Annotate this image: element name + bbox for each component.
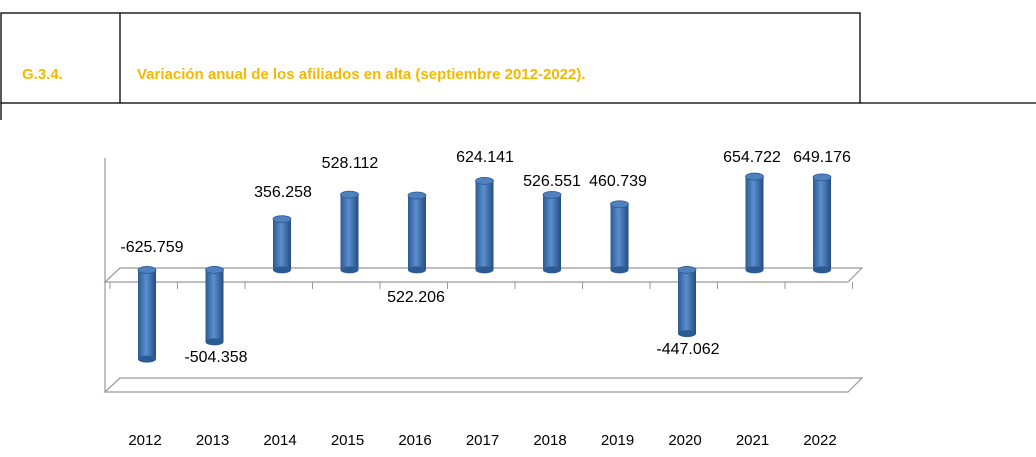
value-label: -625.759 — [120, 239, 183, 256]
bar — [475, 180, 494, 270]
header-table — [0, 12, 1036, 120]
figure-code: G.3.4. — [22, 66, 63, 83]
x-tick-label: 2017 — [466, 432, 499, 449]
bar-cap — [542, 190, 562, 199]
x-tick-label: 2019 — [601, 432, 634, 449]
x-tick-label: 2021 — [736, 432, 769, 449]
x-tick-label: 2014 — [263, 432, 296, 449]
bar-cap — [407, 191, 427, 200]
value-label: 528.112 — [322, 155, 379, 172]
bar-cap — [137, 266, 157, 274]
x-tick-label: 2020 — [668, 432, 701, 449]
bar — [205, 269, 224, 342]
x-tick-label: 2022 — [803, 432, 836, 449]
bar-cap — [610, 266, 629, 274]
bar-cap — [475, 266, 494, 274]
bar-cap — [812, 173, 832, 182]
bar-cap — [205, 338, 224, 346]
value-label: 522.206 — [387, 289, 445, 306]
bar — [813, 177, 831, 270]
value-label: 649.176 — [793, 149, 851, 166]
bar-cap — [745, 172, 764, 181]
x-tick-label: 2012 — [128, 432, 161, 449]
figure-title: Variación anual de los afiliados en alta… — [137, 66, 586, 83]
bar-cap — [677, 266, 697, 274]
bar-cap — [543, 266, 561, 274]
bar — [340, 194, 359, 270]
bar-cap — [745, 266, 764, 274]
bar-cap — [138, 355, 156, 363]
bar-cap — [272, 215, 292, 224]
x-tick-label: 2013 — [196, 432, 229, 449]
x-tick-label: 2018 — [533, 432, 566, 449]
bar — [745, 176, 764, 270]
bar-cap — [475, 177, 494, 185]
value-label: 624.141 — [456, 149, 514, 166]
bar — [678, 269, 696, 334]
x-tick-label: 2015 — [331, 432, 364, 449]
bar-cap — [408, 266, 426, 274]
bar-cap — [273, 266, 291, 274]
bar — [408, 195, 426, 270]
bar-cap — [610, 200, 629, 209]
value-label: 356.258 — [254, 184, 312, 201]
bar-cap — [340, 266, 359, 274]
bar-cap — [340, 190, 359, 199]
value-label: 460.739 — [589, 173, 647, 190]
bar-cap — [813, 266, 831, 274]
chart-frame — [103, 158, 864, 393]
x-tick-label: 2016 — [398, 432, 431, 449]
value-label: -447.062 — [656, 341, 719, 358]
value-label: 526.551 — [523, 173, 581, 190]
bar — [543, 194, 561, 270]
bar-cap — [205, 266, 224, 274]
value-label: -504.358 — [184, 349, 247, 366]
bar — [273, 219, 291, 270]
value-label: 654.722 — [723, 149, 781, 166]
bar — [138, 269, 156, 360]
bar-cap — [678, 330, 696, 338]
bar — [610, 204, 629, 270]
